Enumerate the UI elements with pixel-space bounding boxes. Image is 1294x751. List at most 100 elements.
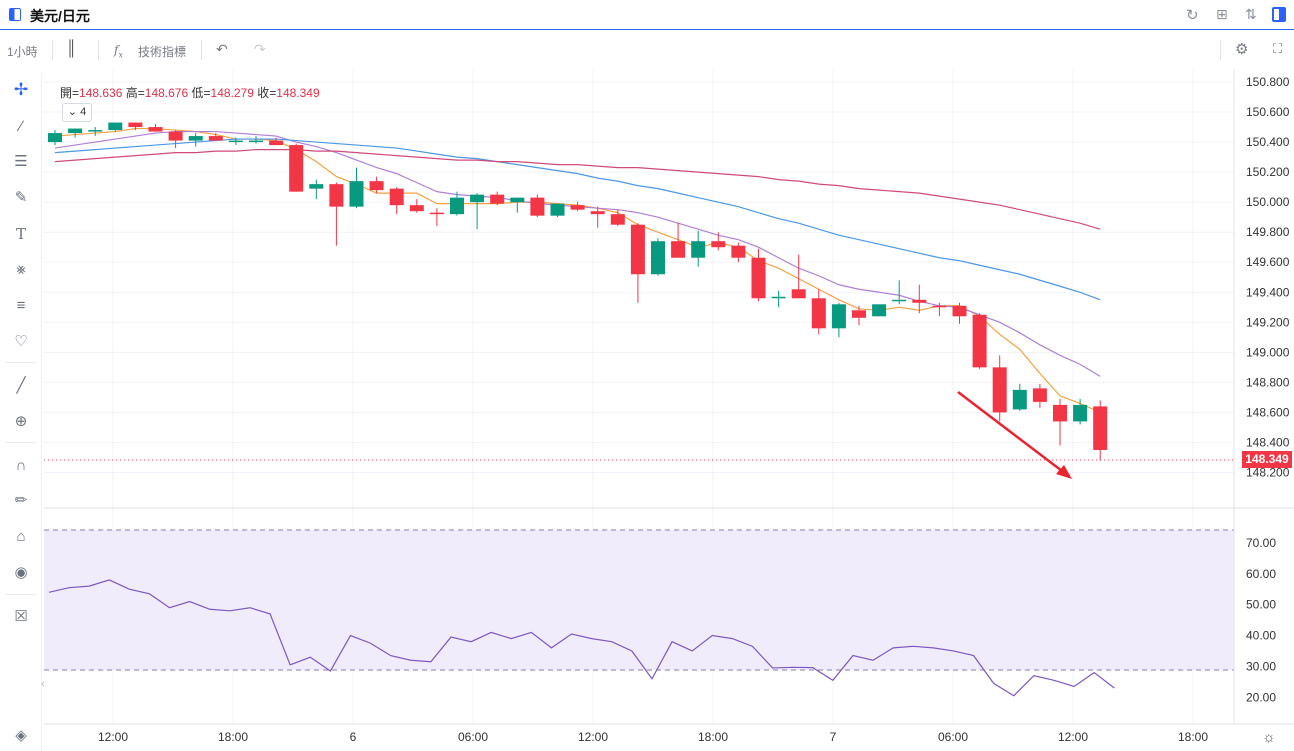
high-label: 高= (125, 86, 145, 100)
price-tick-label: 148.600 (1246, 405, 1290, 419)
text-tool-icon[interactable]: T (15, 225, 26, 243)
candle-body (671, 241, 686, 258)
candlestick-icon[interactable]: ║ (66, 40, 77, 57)
candle-body (872, 304, 887, 317)
drawing-toolbar: ✢ ∕ ☰ ✎ T ⨳ ≡ ♡ ╱ ⊕ ∩ ✏ ⌂ ◉ ☒ ‹ ◈ (0, 74, 45, 751)
candle-body (48, 133, 62, 143)
ohlc-legend: 開=148.636 高=148.676 低=148.279 收=148.349 (60, 84, 320, 101)
chevron-down-icon: ⌄ (67, 106, 78, 118)
candle-body (550, 203, 565, 216)
low-label: 低= (191, 86, 211, 100)
candle-body (630, 224, 645, 275)
rsi-tick-label: 20.00 (1246, 690, 1276, 704)
candle-body (490, 194, 505, 204)
down-arrow-head (1056, 465, 1072, 479)
fx-icon[interactable]: fx (114, 43, 123, 60)
high-value: 148.676 (144, 86, 189, 100)
unlock-icon[interactable]: ⌂ (16, 528, 26, 545)
chart-toolbar: 1小時 ║ fx 技術指標 ↶ ↷ ⚙ ⛶ (0, 31, 1294, 69)
undo-icon[interactable]: ↶ (216, 41, 228, 57)
layers-icon[interactable]: ◈ (15, 727, 27, 744)
price-tick-label: 150.600 (1246, 105, 1290, 119)
candle-body (1012, 389, 1027, 410)
time-tick-label: 06:00 (938, 730, 968, 744)
candle-body (1032, 388, 1047, 402)
price-tick-label: 149.600 (1246, 255, 1290, 269)
divider (6, 362, 36, 363)
rsi-tick-label: 40.00 (1246, 629, 1276, 643)
panel-icon (9, 8, 21, 21)
candle-body (148, 127, 163, 132)
collapse-arrow-icon[interactable]: ‹ (41, 678, 45, 690)
rsi-tick-label: 50.00 (1246, 598, 1276, 612)
pattern-icon[interactable]: ⨳ (16, 261, 26, 278)
low-value: 148.279 (210, 86, 254, 100)
candle-body (791, 289, 806, 299)
divider (98, 40, 99, 60)
divider (1220, 40, 1221, 60)
time-tick-label: 7 (830, 730, 837, 744)
price-tick-label: 149.800 (1246, 225, 1290, 239)
heart-icon[interactable]: ♡ (14, 333, 28, 350)
sort-arrows-icon[interactable]: ⇅ (1245, 6, 1257, 22)
candle-body (249, 140, 263, 143)
time-tick-label: 06:00 (458, 730, 488, 744)
candle-body (972, 314, 987, 368)
price-tick-label: 150.200 (1246, 165, 1290, 179)
candle-body (168, 131, 183, 141)
close-value: 148.349 (276, 86, 320, 100)
interval-selector[interactable]: 1小時 (7, 45, 38, 59)
price-tick-label: 148.400 (1246, 435, 1290, 449)
ruler-icon[interactable]: ╱ (16, 377, 26, 394)
fullscreen-icon[interactable]: ⛶ (1273, 41, 1283, 56)
price-tick-label: 148.800 (1246, 375, 1290, 389)
axis-settings-icon[interactable]: ☼ (1262, 729, 1276, 746)
lock-drawing-icon[interactable]: ✏ (14, 492, 28, 509)
candle-body (1093, 406, 1108, 450)
open-label: 開= (60, 86, 80, 100)
split-panel-icon[interactable] (1272, 7, 1286, 22)
candle-body (590, 211, 605, 215)
candle-body (912, 299, 927, 303)
candle-body (691, 241, 706, 258)
candle-body (892, 299, 907, 302)
candle-body (88, 130, 103, 132)
divider (6, 594, 36, 595)
candle-body (369, 181, 384, 191)
time-tick-label: 12:00 (578, 730, 608, 744)
trash-icon[interactable]: ☒ (14, 608, 28, 625)
candle-body (228, 140, 243, 143)
rsi-tick-label: 30.00 (1246, 659, 1276, 673)
brush-icon[interactable]: ✎ (14, 189, 28, 206)
rsi-line (48, 579, 1115, 697)
candle-body (289, 145, 304, 192)
fib-icon[interactable]: ≡ (16, 297, 26, 314)
time-tick-label: 12:00 (1058, 730, 1088, 744)
refresh-icon[interactable]: ↻ (1186, 7, 1199, 24)
horizontal-lines-icon[interactable]: ☰ (14, 153, 28, 170)
price-tick-label: 149.000 (1246, 345, 1290, 359)
eye-icon[interactable]: ◉ (14, 564, 28, 581)
rsi-tick-label: 70.00 (1246, 536, 1276, 550)
magnet-icon[interactable]: ∩ (15, 457, 27, 474)
redo-icon[interactable]: ↷ (254, 41, 266, 57)
candle-body (831, 304, 846, 329)
candle-body (470, 194, 485, 203)
candle-body (188, 136, 203, 141)
grid-layout-icon[interactable]: ⊞ (1216, 6, 1228, 22)
indicator-count: 4 (80, 106, 87, 118)
price-tick-label: 150.000 (1246, 195, 1290, 209)
trend-line-icon[interactable]: ∕ (19, 118, 23, 135)
indicators-button[interactable]: 技術指標 (138, 45, 187, 59)
indicator-collapse-toggle[interactable]: ⌄ 4 (62, 103, 92, 122)
candle-body (1073, 404, 1088, 422)
price-tick-label: 149.200 (1246, 315, 1290, 329)
crosshair-icon[interactable]: ✢ (13, 80, 29, 99)
zoom-in-icon[interactable]: ⊕ (14, 413, 28, 430)
moving-average-line (54, 148, 1101, 230)
candle-body (429, 212, 444, 215)
moving-average-line (54, 130, 1101, 377)
time-tick-label: 18:00 (1178, 730, 1208, 744)
settings-icon[interactable]: ⚙ (1235, 41, 1249, 58)
